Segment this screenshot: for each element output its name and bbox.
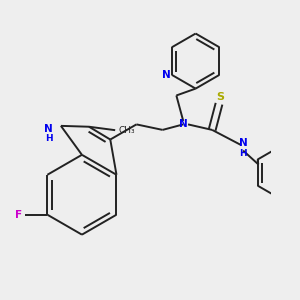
Text: CH₃: CH₃ (118, 126, 135, 135)
Text: F: F (15, 210, 22, 220)
Text: H: H (239, 149, 247, 158)
Text: N: N (179, 119, 188, 129)
Text: S: S (216, 92, 224, 102)
Text: N: N (44, 124, 53, 134)
Text: N: N (239, 138, 248, 148)
Text: F: F (299, 133, 300, 143)
Text: N: N (162, 70, 171, 80)
Text: H: H (45, 134, 52, 143)
